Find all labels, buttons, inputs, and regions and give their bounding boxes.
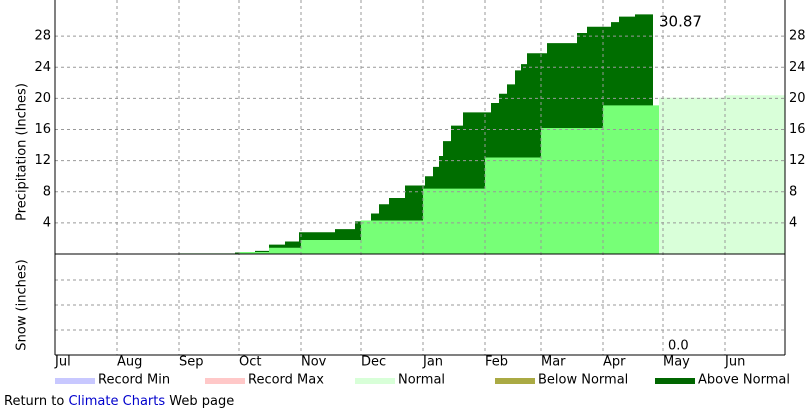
y2-tick-label: 8 (789, 184, 797, 199)
x-tick-label: Jul (54, 355, 71, 370)
legend-label: Above Normal (698, 373, 790, 388)
x-tick-label: Feb (485, 355, 508, 370)
area (659, 93, 785, 254)
legend-swatch (355, 378, 395, 384)
y-tick-label: 16 (34, 122, 51, 137)
chart: Precipitation (Inches) Snow (inches) 0.0… (15, 0, 806, 388)
value-label: 30.87 (659, 12, 702, 30)
snow-axis-label: Snow (inches) (15, 259, 30, 350)
x-tick-label: May (663, 355, 690, 370)
y2-tick-label: 16 (789, 122, 806, 137)
x-tick-label: Nov (301, 355, 327, 370)
y2-tick-label: 28 (789, 29, 806, 44)
x-tick-label: Sep (179, 355, 204, 370)
legend-label: Record Min (98, 373, 170, 388)
legend-label: Below Normal (538, 373, 628, 388)
footer-text: Web page (165, 394, 235, 409)
y-tick-label: 8 (43, 184, 51, 199)
footer-text: Return to (4, 394, 69, 409)
x-tick-label: Jan (422, 355, 443, 370)
area (55, 97, 659, 254)
y-tick-label: 4 (43, 215, 51, 230)
x-tick-label: Aug (117, 355, 142, 370)
legend-label: Normal (398, 373, 445, 388)
x-tick-label: Dec (361, 355, 386, 370)
legend-swatch (205, 378, 245, 384)
snow-annotation: 0.0 (668, 339, 689, 354)
x-tick-label: Mar (541, 355, 566, 370)
y-axis-label: Precipitation (Inches) (15, 83, 30, 221)
x-tick-label: Apr (603, 355, 626, 370)
y2-tick-label: 4 (789, 215, 797, 230)
y-tick-label: 20 (34, 91, 51, 106)
y2-tick-label: 20 (789, 91, 806, 106)
legend-swatch (495, 378, 535, 384)
y-tick-label: 24 (34, 60, 51, 75)
footer: Return to Climate Charts Web page (4, 394, 234, 409)
y2-tick-label: 12 (789, 153, 806, 168)
y-tick-label: 28 (34, 29, 51, 44)
x-tick-label: Oct (239, 355, 261, 370)
legend-swatch (55, 378, 95, 384)
y2-tick-label: 24 (789, 60, 806, 75)
x-tick-label: Jun (724, 355, 745, 370)
y-tick-label: 12 (34, 153, 51, 168)
legend-swatch (655, 378, 695, 384)
legend-label: Record Max (248, 373, 324, 388)
footer-link[interactable]: Climate Charts (68, 394, 166, 409)
